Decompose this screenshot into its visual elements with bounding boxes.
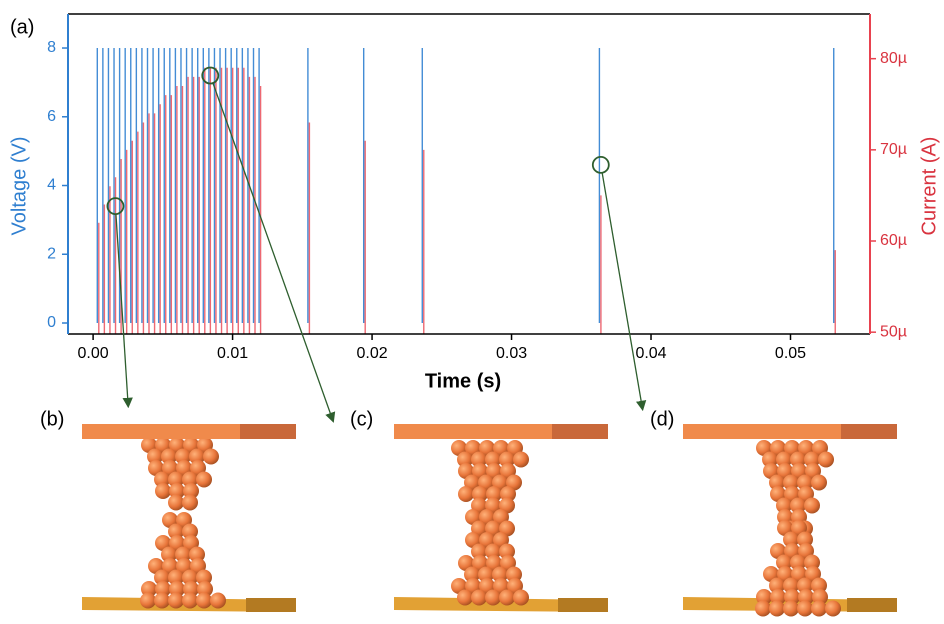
atom <box>811 475 827 491</box>
atom <box>457 590 473 606</box>
panel-label: (a) <box>10 16 34 38</box>
atom <box>755 601 771 617</box>
atom <box>154 593 170 609</box>
top-plate-end <box>552 424 608 439</box>
y2-tick-label: 80µ <box>880 50 907 67</box>
bottom-plate-end <box>847 598 897 612</box>
atom <box>804 498 820 514</box>
marker-circle <box>593 157 609 173</box>
y-tick-label: 2 <box>47 245 56 262</box>
atom <box>513 452 529 468</box>
y-tick-label: 0 <box>47 314 56 331</box>
y-tick-label: 6 <box>47 108 56 125</box>
atom <box>140 593 156 609</box>
atom <box>196 593 212 609</box>
atom <box>458 486 474 502</box>
bottom-plate-end <box>246 598 296 612</box>
atom <box>513 590 529 606</box>
atom <box>783 601 799 617</box>
atom <box>182 593 198 609</box>
panel-label: (d) <box>650 408 674 430</box>
x-tick-label: 0.05 <box>775 345 806 362</box>
plot-area: 0.00 0.01 0.02 0.03 0.04 0.05 0 2 4 6 8 50µ 60µ 70µ 80… <box>47 14 907 418</box>
y2-axis-title: Current (A) <box>918 137 940 236</box>
x-tick-label: 0.02 <box>356 345 387 362</box>
atom <box>485 590 501 606</box>
x-tick-label: 0.00 <box>78 345 109 362</box>
atom <box>203 449 219 465</box>
x-tick-label: 0.03 <box>496 345 527 362</box>
x-tick-label: 0.01 <box>217 345 248 362</box>
y2-tick-label: 50µ <box>880 323 907 340</box>
top-plate-end <box>841 424 897 439</box>
atom <box>811 601 827 617</box>
atom <box>182 495 198 511</box>
atom <box>825 601 841 617</box>
panel-label: (c) <box>350 408 373 430</box>
top-plate-end <box>240 424 296 439</box>
atom <box>797 601 813 617</box>
atom <box>168 593 184 609</box>
illustrations: (b) (c) (d) <box>40 408 897 616</box>
x-tick-label: 0.04 <box>635 345 666 362</box>
atom <box>196 472 212 488</box>
y-tick-label: 4 <box>47 177 56 194</box>
atom <box>155 483 171 499</box>
x-axis-title: Time (s) <box>425 370 501 392</box>
arrow <box>602 173 642 406</box>
atom <box>769 601 785 617</box>
atom <box>471 590 487 606</box>
atom <box>499 590 515 606</box>
y2-tick-label: 70µ <box>880 141 907 158</box>
y-tick-label: 8 <box>47 39 56 56</box>
figure: (a) Time (s) Voltage (V) Current (A) 0.0… <box>0 0 944 619</box>
panel-label: (b) <box>40 408 64 430</box>
y2-tick-label: 60µ <box>880 232 907 249</box>
bottom-plate-end <box>558 598 608 612</box>
atom <box>210 593 226 609</box>
atom <box>818 452 834 468</box>
atom <box>168 495 184 511</box>
y-axis-title: Voltage (V) <box>8 137 30 236</box>
